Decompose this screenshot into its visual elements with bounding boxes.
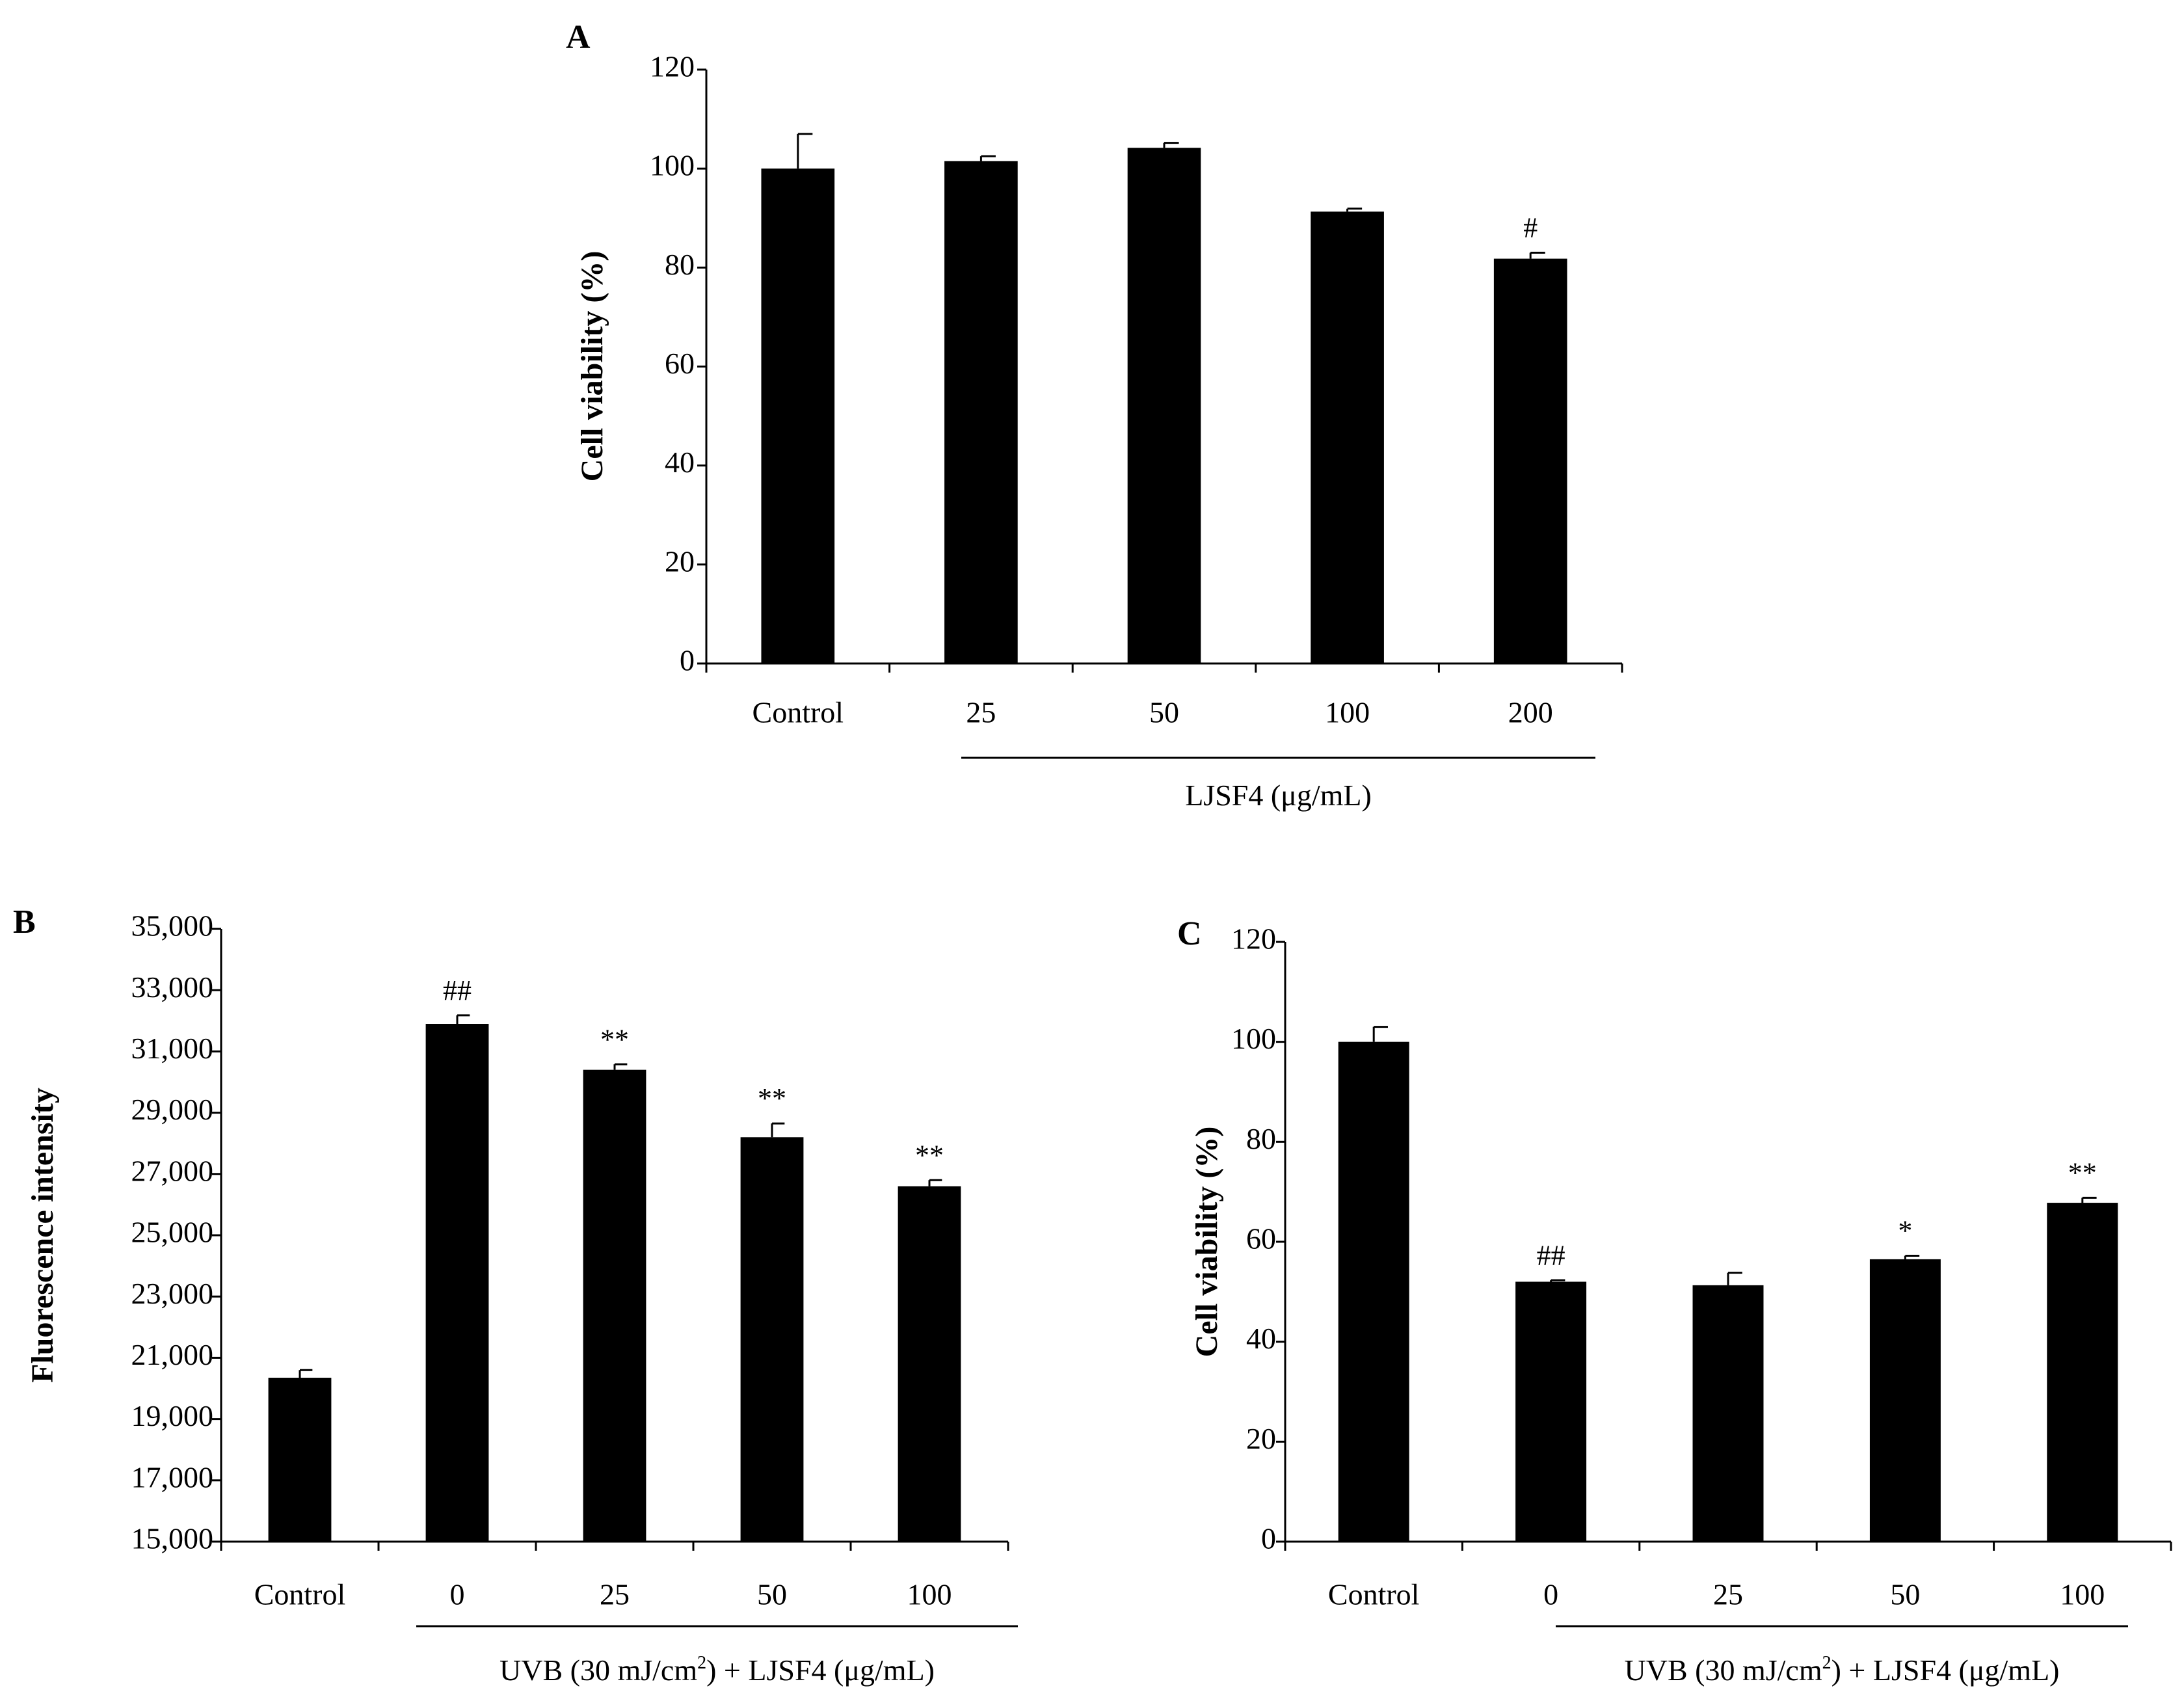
- bar-0: [1515, 1281, 1587, 1542]
- bar-200: [1493, 258, 1567, 664]
- group-label-text: UVB (30 mJ/cm: [499, 1654, 697, 1687]
- y-tick-label: 15,000: [131, 1522, 214, 1555]
- x-tick-label: 50: [1149, 696, 1179, 729]
- y-axis-title: Cell viability (%): [575, 251, 609, 482]
- x-tick-label: 100: [2060, 1578, 2105, 1611]
- bar-control: [268, 1378, 332, 1542]
- group-label: LJSF4 (μg/mL): [1185, 779, 1372, 812]
- x-tick-label: 50: [757, 1578, 787, 1611]
- bar-50: [1127, 148, 1201, 663]
- significance-mark: **: [915, 1139, 944, 1171]
- y-axis-title: Fluorescence intensity: [25, 1088, 60, 1383]
- y-tick-label: 35,000: [131, 909, 214, 943]
- y-tick-label: 60: [1246, 1222, 1276, 1255]
- x-tick-label: 25: [1713, 1578, 1743, 1611]
- y-axis-title: Cell viability (%): [1190, 1127, 1224, 1358]
- bar-100: [2047, 1203, 2118, 1542]
- y-tick-label: 17,000: [131, 1460, 214, 1493]
- x-tick-label: Control: [752, 696, 844, 729]
- y-tick-label: 20: [665, 544, 695, 578]
- y-tick-label: 100: [1231, 1022, 1276, 1055]
- x-tick-label: 100: [1325, 696, 1370, 729]
- y-tick-label: 19,000: [131, 1399, 214, 1432]
- y-tick-label: 33,000: [131, 971, 214, 1004]
- x-tick-label: 0: [1543, 1578, 1558, 1611]
- group-label-text: LJSF4 (μg/mL): [1185, 779, 1372, 812]
- group-label-rest: ) + LJSF4 (μg/mL): [706, 1654, 935, 1687]
- y-tick-label: 120: [650, 50, 695, 83]
- bar-25: [583, 1069, 646, 1542]
- y-tick-label: 60: [665, 347, 695, 380]
- x-tick-label: Control: [254, 1578, 346, 1611]
- group-label-text: UVB (30 mJ/cm: [1625, 1654, 1822, 1687]
- y-tick-label: 40: [1246, 1322, 1276, 1355]
- panel-label: B: [13, 904, 36, 941]
- y-tick-label: 120: [1231, 922, 1276, 956]
- y-tick-label: 80: [1246, 1122, 1276, 1155]
- panel-a: A Cell viability (%) 0 20 40 60 80 100 120 Contro…: [566, 19, 1623, 812]
- bar-25: [1692, 1285, 1764, 1542]
- x-tick-label: 50: [1890, 1578, 1920, 1611]
- bar-25: [944, 161, 1018, 664]
- significance-mark: **: [600, 1023, 629, 1055]
- x-tick-label: 25: [966, 696, 996, 729]
- x-tick-label: 0: [450, 1578, 465, 1611]
- bar-50: [1869, 1259, 1941, 1542]
- panel-label: C: [1177, 915, 1202, 952]
- group-label-superscript: 2: [1822, 1653, 1831, 1673]
- y-tick-label: 21,000: [131, 1338, 214, 1371]
- y-tick-label: 27,000: [131, 1154, 214, 1187]
- y-tick-label: 31,000: [131, 1032, 214, 1065]
- y-tick-label: 40: [665, 446, 695, 479]
- x-tick-label: 100: [907, 1578, 952, 1611]
- x-tick-label: 200: [1508, 696, 1553, 729]
- panel-b: B Fluorescence intensity 15,000 17,000 19,00…: [13, 904, 1018, 1687]
- significance-mark: **: [2068, 1157, 2097, 1188]
- significance-mark: ##: [1537, 1239, 1565, 1271]
- x-tick-label: Control: [1328, 1578, 1420, 1611]
- group-label-rest: ) + LJSF4 (μg/mL): [1831, 1654, 2060, 1687]
- significance-mark: **: [758, 1082, 786, 1114]
- group-label: UVB (30 mJ/cm2) + LJSF4 (μg/mL): [499, 1653, 935, 1687]
- y-tick-label: 25,000: [131, 1216, 214, 1249]
- y-tick-label: 80: [665, 248, 695, 281]
- bar-100: [898, 1186, 961, 1542]
- bar-0: [425, 1024, 489, 1542]
- bar-control: [761, 168, 835, 664]
- y-tick-label: 23,000: [131, 1277, 214, 1310]
- significance-mark: *: [1898, 1215, 1912, 1247]
- significance-mark: #: [1523, 212, 1538, 244]
- y-tick-label: 0: [680, 644, 695, 677]
- y-tick-label: 0: [1261, 1522, 1276, 1555]
- significance-mark: ##: [443, 974, 472, 1006]
- x-tick-label: 25: [600, 1578, 630, 1611]
- y-tick-label: 100: [650, 149, 695, 182]
- bar-50: [740, 1137, 804, 1542]
- y-tick-label: 29,000: [131, 1093, 214, 1126]
- y-tick-label: 20: [1246, 1422, 1276, 1455]
- group-label-superscript: 2: [697, 1653, 706, 1673]
- group-label: UVB (30 mJ/cm2) + LJSF4 (μg/mL): [1625, 1653, 2060, 1687]
- panel-label: A: [566, 19, 591, 56]
- bar-100: [1311, 211, 1384, 664]
- bar-control: [1338, 1041, 1409, 1542]
